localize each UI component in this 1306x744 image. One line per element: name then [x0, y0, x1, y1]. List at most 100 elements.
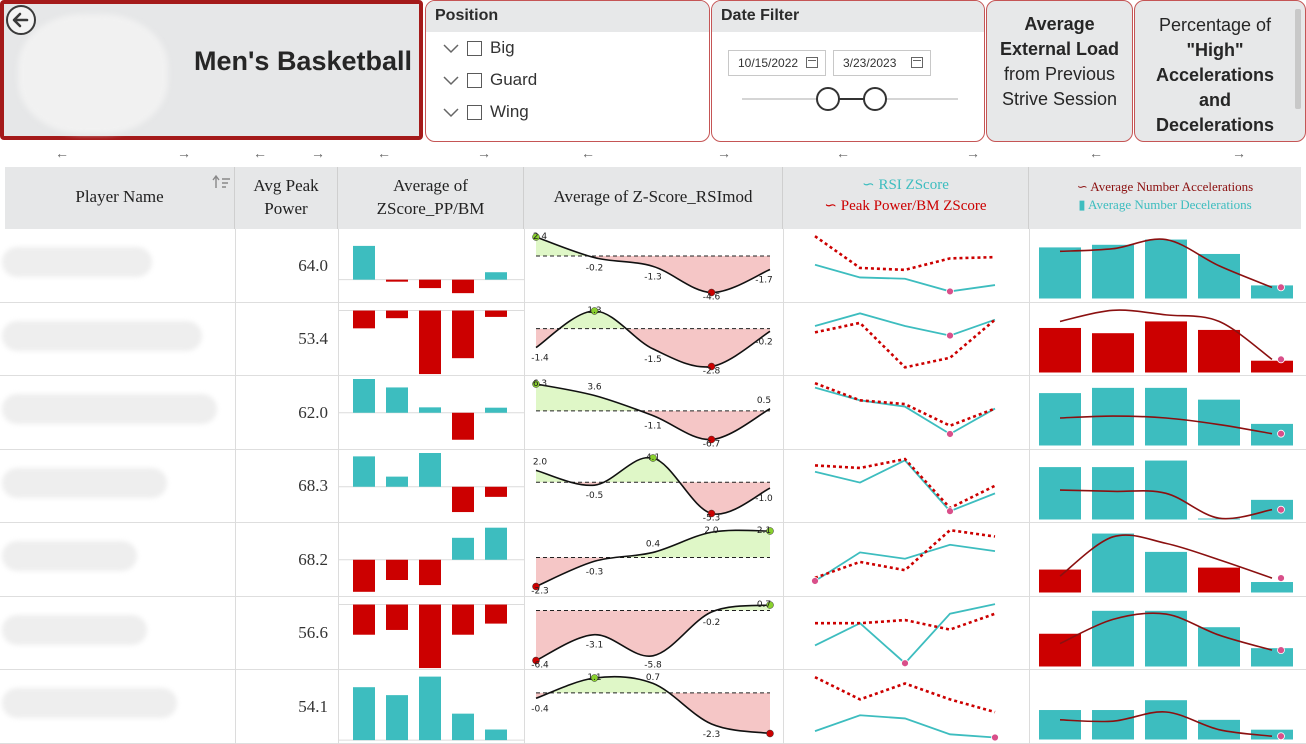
decel-bar[interactable]	[1198, 253, 1240, 299]
pp-bar[interactable]	[485, 729, 507, 741]
right-arrow-icon[interactable]: →	[177, 145, 191, 161]
accel-line[interactable]	[1059, 308, 1273, 360]
rsi-pp-line-sparkline[interactable]	[783, 597, 1029, 671]
card-scrollbar[interactable]	[1295, 9, 1301, 109]
min-point[interactable]	[532, 582, 540, 591]
rsi-zscore-line[interactable]	[814, 602, 996, 664]
peak-power-zscore-line[interactable]	[814, 235, 996, 272]
rsi-zscore-line[interactable]	[814, 263, 996, 293]
pp-bar[interactable]	[452, 713, 474, 741]
pp-bar[interactable]	[386, 310, 408, 318]
left-arrow-icon[interactable]: ←	[581, 145, 595, 161]
left-arrow-icon[interactable]: ←	[55, 145, 69, 161]
min-point[interactable]	[707, 288, 716, 297]
accel-end-point[interactable]	[1277, 355, 1285, 363]
accel-end-point[interactable]	[1277, 574, 1285, 582]
pp-bar[interactable]	[485, 527, 507, 560]
accel-decel-combo-chart[interactable]	[1029, 523, 1301, 597]
pp-bar[interactable]	[485, 486, 507, 497]
zscore-rsimod-curve[interactable]: -1.4 1.3 -1.5 -2.8 -0.2	[524, 303, 783, 377]
zscore-pp-bar-sparkline[interactable]	[338, 303, 524, 377]
decel-bar[interactable]	[1251, 360, 1293, 372]
decel-bar[interactable]	[1039, 710, 1081, 740]
accel-end-point[interactable]	[1277, 645, 1285, 654]
pp-bar[interactable]	[452, 412, 474, 440]
decel-bar[interactable]	[1039, 327, 1081, 372]
table-row[interactable]: 53.4 -1.4 1.3 -1.5 -2.8 -0.2	[0, 302, 1306, 377]
table-row[interactable]: 68.2 -2.3 -0.3 0.4 2.0 2.1	[0, 523, 1306, 597]
rsi-low-point[interactable]	[946, 506, 954, 515]
accel-end-point[interactable]	[1277, 283, 1285, 292]
decel-bar[interactable]	[1145, 551, 1187, 593]
rsi-low-point[interactable]	[946, 430, 954, 438]
accel-decel-combo-chart[interactable]	[1029, 303, 1301, 377]
decel-bar[interactable]	[1092, 332, 1134, 372]
pp-bar[interactable]	[452, 604, 474, 635]
chevron-down-icon[interactable]	[441, 42, 461, 56]
pp-bar[interactable]	[485, 272, 507, 280]
rsi-low-point[interactable]	[811, 577, 819, 585]
decel-bar[interactable]	[1251, 582, 1293, 593]
peak-power-zscore-line[interactable]	[814, 318, 996, 369]
rsi-pp-line-sparkline[interactable]	[783, 523, 1029, 597]
right-arrow-icon[interactable]: →	[717, 145, 731, 161]
checkbox-icon[interactable]	[467, 41, 482, 57]
decel-bar[interactable]	[1198, 626, 1240, 666]
checkbox-icon[interactable]	[467, 105, 482, 121]
start-date-handle[interactable]	[816, 87, 840, 111]
left-arrow-icon[interactable]: ←	[377, 145, 391, 161]
zscore-pp-bar-sparkline[interactable]	[338, 229, 524, 303]
pp-bar[interactable]	[353, 604, 375, 635]
rsi-zscore-line[interactable]	[814, 543, 996, 582]
decel-bar[interactable]	[1092, 710, 1134, 740]
decel-bar[interactable]	[1251, 423, 1293, 446]
rsimod-line[interactable]	[535, 529, 771, 588]
min-point[interactable]	[532, 656, 540, 664]
end-date-handle[interactable]	[863, 87, 887, 111]
col-avg-peak-power[interactable]: Avg Peak Power	[235, 167, 338, 229]
pp-bar[interactable]	[452, 279, 474, 294]
accel-decel-combo-chart[interactable]	[1029, 450, 1301, 524]
table-row[interactable]: 62.0 6.3 3.6 -1.1 -6.7 0.5	[0, 376, 1306, 450]
rsi-pp-line-sparkline[interactable]	[783, 303, 1029, 377]
decel-bar[interactable]	[1145, 460, 1187, 519]
chevron-down-icon[interactable]	[441, 74, 461, 88]
pp-bar[interactable]	[419, 279, 441, 289]
player-name-redacted[interactable]	[2, 394, 217, 424]
col-rsi-pp-lines[interactable]: ∽ RSI ZScore ∽ Peak Power/BM ZScore	[783, 167, 1029, 229]
left-arrow-icon[interactable]: ←	[253, 145, 267, 161]
zscore-rsimod-curve[interactable]: 2.4 -0.2 -1.3 -4.6 -1.7	[524, 229, 783, 303]
col-accel-decel[interactable]: ∽ Average Number Accelerations ▮ Average…	[1029, 167, 1301, 229]
end-date-input[interactable]: 3/23/2023	[833, 50, 931, 76]
peak-power-zscore-line[interactable]	[815, 611, 996, 631]
max-point[interactable]	[590, 674, 599, 682]
accel-decel-combo-chart[interactable]	[1029, 597, 1301, 671]
accel-decel-combo-chart[interactable]	[1029, 229, 1301, 303]
accel-decel-combo-chart[interactable]	[1029, 376, 1301, 450]
table-row[interactable]: 56.6 -6.4 -3.1 -5.8 -0.2 0.7	[0, 596, 1306, 671]
rsimod-line[interactable]	[535, 603, 771, 661]
decel-bar[interactable]	[1145, 610, 1187, 666]
accel-line[interactable]	[1059, 238, 1273, 289]
pp-bar[interactable]	[353, 379, 375, 413]
left-arrow-icon[interactable]: ←	[1089, 145, 1103, 161]
min-point[interactable]	[707, 509, 716, 517]
rsi-pp-line-sparkline[interactable]	[783, 670, 1029, 744]
player-name-redacted[interactable]	[2, 688, 177, 718]
right-arrow-icon[interactable]: →	[966, 145, 980, 161]
min-point[interactable]	[766, 729, 774, 738]
pp-bar[interactable]	[452, 486, 474, 512]
rsi-pp-line-sparkline[interactable]	[783, 376, 1029, 450]
rsi-low-point[interactable]	[946, 331, 954, 339]
pp-bar[interactable]	[353, 310, 375, 328]
peak-power-zscore-line[interactable]	[814, 381, 996, 428]
position-item[interactable]: Guard	[441, 64, 537, 96]
zscore-rsimod-curve[interactable]: 6.3 3.6 -1.1 -6.7 0.5	[524, 376, 783, 450]
pp-bar[interactable]	[386, 279, 408, 282]
zscore-pp-bar-sparkline[interactable]	[338, 376, 524, 450]
decel-bar[interactable]	[1092, 244, 1134, 299]
max-point[interactable]	[766, 527, 774, 535]
max-point[interactable]	[766, 600, 774, 609]
accel-line[interactable]	[1059, 611, 1273, 651]
table-row[interactable]: 64.0 2.4 -0.2 -1.3 -4.6 -1.7	[0, 229, 1306, 303]
